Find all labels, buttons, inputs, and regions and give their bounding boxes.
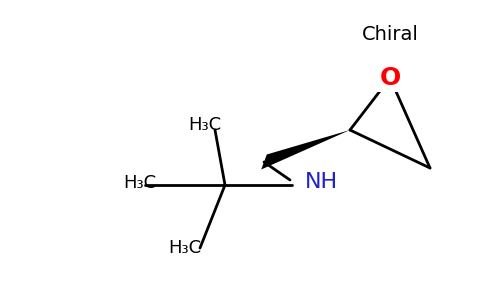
Text: H₃C: H₃C [168, 239, 201, 257]
Polygon shape [261, 130, 350, 170]
Text: O: O [379, 66, 401, 90]
Text: H₃C: H₃C [188, 116, 222, 134]
Text: NH: NH [305, 172, 338, 192]
Text: H₃C: H₃C [123, 174, 156, 192]
Text: Chiral: Chiral [362, 26, 419, 44]
